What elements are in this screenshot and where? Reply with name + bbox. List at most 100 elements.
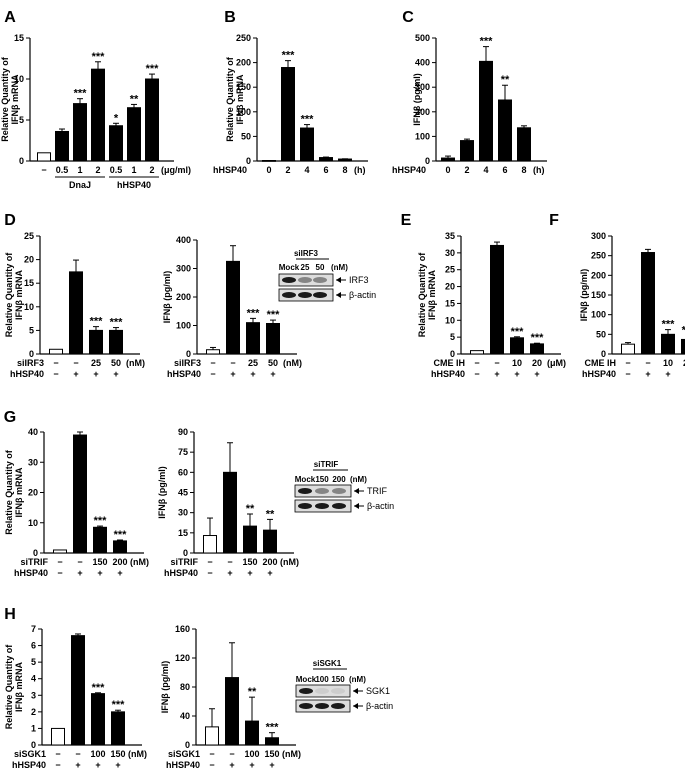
- significance-label: *: [114, 112, 119, 124]
- blot-band: [299, 688, 313, 694]
- y-tick-label: 15: [178, 528, 188, 538]
- y-tick-label: 250: [591, 251, 606, 261]
- x-tick-label: 2: [149, 165, 154, 175]
- y-tick-label: 20: [28, 488, 38, 498]
- row-label: siTRIF: [20, 557, 48, 567]
- significance-label: ***: [247, 307, 261, 319]
- bar: [661, 333, 675, 355]
- x-tick-label: 4: [483, 165, 488, 175]
- y-tick-label: 40: [180, 711, 190, 721]
- y-tick-label: 150: [591, 290, 606, 300]
- blot-units: (nM): [331, 263, 348, 272]
- y-tick-label: 30: [28, 457, 38, 467]
- significance-label: ***: [511, 326, 525, 338]
- row-value: −: [625, 358, 630, 368]
- x-tick-label: 2: [464, 165, 469, 175]
- y-tick-label: 200: [176, 292, 191, 302]
- y-tick-label: 7: [31, 624, 36, 634]
- bar: [226, 260, 240, 355]
- row-label: hHSP40: [167, 369, 201, 379]
- row-value: −: [230, 358, 235, 368]
- y-tick-label: 0: [450, 349, 455, 359]
- y-axis-label: Relative Quantity of: [225, 56, 235, 142]
- significance-label: ***: [146, 63, 160, 75]
- blot-band-label: SGK1: [366, 686, 390, 696]
- row-value: 200: [262, 557, 277, 567]
- bar: [206, 349, 220, 355]
- row-label: siSGK1: [14, 749, 46, 759]
- row-value: +: [494, 369, 499, 379]
- significance-label: ***: [74, 88, 88, 100]
- row-value: +: [514, 369, 519, 379]
- x-tick-label: 1: [131, 165, 136, 175]
- bar: [441, 157, 455, 162]
- y-tick-label: 0: [601, 349, 606, 359]
- chart-G1: G 0 10 20 30 40 Relative Quantity of IFNβ mRNA *…: [4, 409, 149, 578]
- y-tick-label: 15: [14, 33, 24, 43]
- panel-label: C: [402, 9, 414, 26]
- units-label: (h): [354, 165, 366, 175]
- y-tick-label: 5: [19, 115, 24, 125]
- blot-lane-label: 100: [315, 675, 329, 684]
- y-tick-label: 80: [180, 682, 190, 692]
- y-tick-label: 0: [183, 548, 188, 558]
- bar: [530, 343, 544, 355]
- row-value: −: [55, 749, 60, 759]
- row-value: −: [625, 369, 630, 379]
- y-tick-label: 200: [236, 58, 251, 68]
- bar: [262, 160, 276, 162]
- row-label: siTRIF: [170, 557, 198, 567]
- blot-band-label: β-actin: [367, 501, 394, 511]
- units-label: (μM): [547, 358, 566, 368]
- x-tick-label: 0.5: [110, 165, 123, 175]
- units-label: (nM): [126, 358, 145, 368]
- bar: [641, 252, 655, 355]
- blot-band: [315, 488, 329, 494]
- group-label: hHSP40: [117, 180, 151, 190]
- blot-lane-label: 200: [332, 475, 346, 484]
- bar: [49, 348, 63, 355]
- y-axis-label: IFNβ (pg/ml): [160, 661, 170, 713]
- y-tick-label: 6: [31, 641, 36, 651]
- y-tick-label: 30: [445, 248, 455, 258]
- significance-label: ***: [531, 332, 545, 344]
- row-value: −: [75, 749, 80, 759]
- row-value: 50: [268, 358, 278, 368]
- blot-title: siSGK1: [313, 659, 342, 668]
- bar: [205, 726, 219, 746]
- arrow-head-icon: [336, 292, 341, 298]
- bar: [93, 526, 107, 554]
- row-value: +: [230, 369, 235, 379]
- row-value: 50: [111, 358, 121, 368]
- bar: [55, 130, 69, 162]
- y-tick-label: 400: [176, 235, 191, 245]
- row-value: 150: [110, 749, 125, 759]
- row-value: +: [73, 369, 78, 379]
- y-tick-label: 25: [445, 265, 455, 275]
- y-axis-label: IFNβ mRNA: [14, 270, 24, 320]
- row-label: siIRF3: [17, 358, 44, 368]
- row-value: −: [77, 557, 82, 567]
- chart-H1: H 0 1 2 3 4 5 6 7 Relative Quantity of IFNβ mRNA **…: [4, 606, 147, 770]
- bar: [246, 322, 260, 355]
- arrow-head-icon: [336, 277, 341, 283]
- bar: [319, 157, 333, 162]
- significance-label: **: [248, 686, 257, 698]
- arrow-head-icon: [353, 703, 358, 709]
- row-value: +: [93, 369, 98, 379]
- y-tick-label: 10: [24, 302, 34, 312]
- y-tick-label: 0: [33, 548, 38, 558]
- y-tick-label: 200: [591, 270, 606, 280]
- y-tick-label: 100: [415, 131, 430, 141]
- panel-label: E: [401, 212, 412, 229]
- y-tick-label: 5: [29, 325, 34, 335]
- row-value: 25: [248, 358, 258, 368]
- y-axis-label: IFNβ (pg/ml): [579, 269, 589, 321]
- y-tick-label: 40: [28, 427, 38, 437]
- western-blot-G: siTRIF Mock 150 200 (nM)TRIF β-actin: [294, 460, 394, 513]
- blot-band: [315, 688, 329, 694]
- y-tick-label: 10: [445, 315, 455, 325]
